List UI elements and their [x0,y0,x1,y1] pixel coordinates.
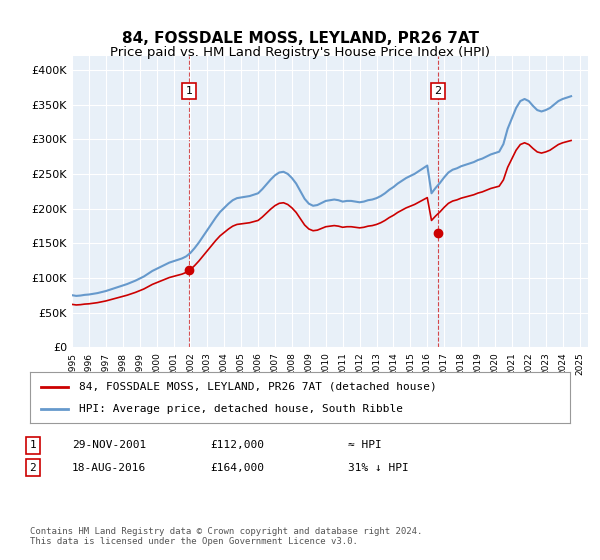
Text: 18-AUG-2016: 18-AUG-2016 [72,463,146,473]
Text: 29-NOV-2001: 29-NOV-2001 [72,440,146,450]
Text: 84, FOSSDALE MOSS, LEYLAND, PR26 7AT (detached house): 84, FOSSDALE MOSS, LEYLAND, PR26 7AT (de… [79,381,436,391]
Text: Price paid vs. HM Land Registry's House Price Index (HPI): Price paid vs. HM Land Registry's House … [110,46,490,59]
Text: HPI: Average price, detached house, South Ribble: HPI: Average price, detached house, Sout… [79,404,403,414]
Text: 1: 1 [185,86,193,96]
Text: 1: 1 [29,440,37,450]
Text: Contains HM Land Registry data © Crown copyright and database right 2024.
This d: Contains HM Land Registry data © Crown c… [30,526,422,546]
Text: £112,000: £112,000 [210,440,264,450]
Text: £164,000: £164,000 [210,463,264,473]
Text: ≈ HPI: ≈ HPI [348,440,382,450]
Text: 2: 2 [434,86,442,96]
Text: 31% ↓ HPI: 31% ↓ HPI [348,463,409,473]
Text: 2: 2 [29,463,37,473]
Text: 84, FOSSDALE MOSS, LEYLAND, PR26 7AT: 84, FOSSDALE MOSS, LEYLAND, PR26 7AT [121,31,479,46]
